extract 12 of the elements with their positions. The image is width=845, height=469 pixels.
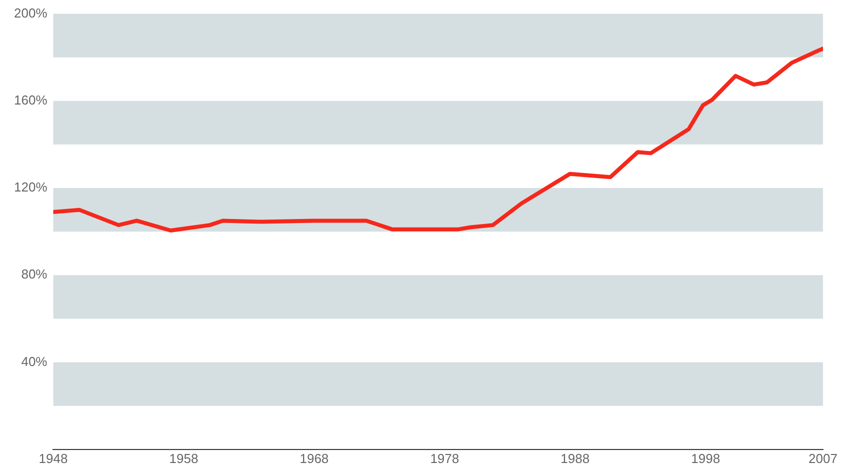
x-tick-label: 1958 [169, 450, 198, 466]
y-tick-label: 200% [14, 5, 48, 20]
y-tick-label: 40% [21, 354, 48, 369]
x-tick-label: 2007 [808, 450, 838, 466]
x-tick-label: 1988 [560, 450, 590, 466]
x-tick-label: 1968 [300, 450, 329, 466]
y-tick-label: 80% [21, 266, 48, 282]
x-tick-label: 1948 [38, 450, 68, 466]
y-tick-label: 120% [14, 180, 48, 195]
x-tick-label: 1998 [691, 450, 720, 466]
x-tick-label: 1978 [430, 450, 460, 466]
y-tick-label: 160% [14, 92, 48, 108]
